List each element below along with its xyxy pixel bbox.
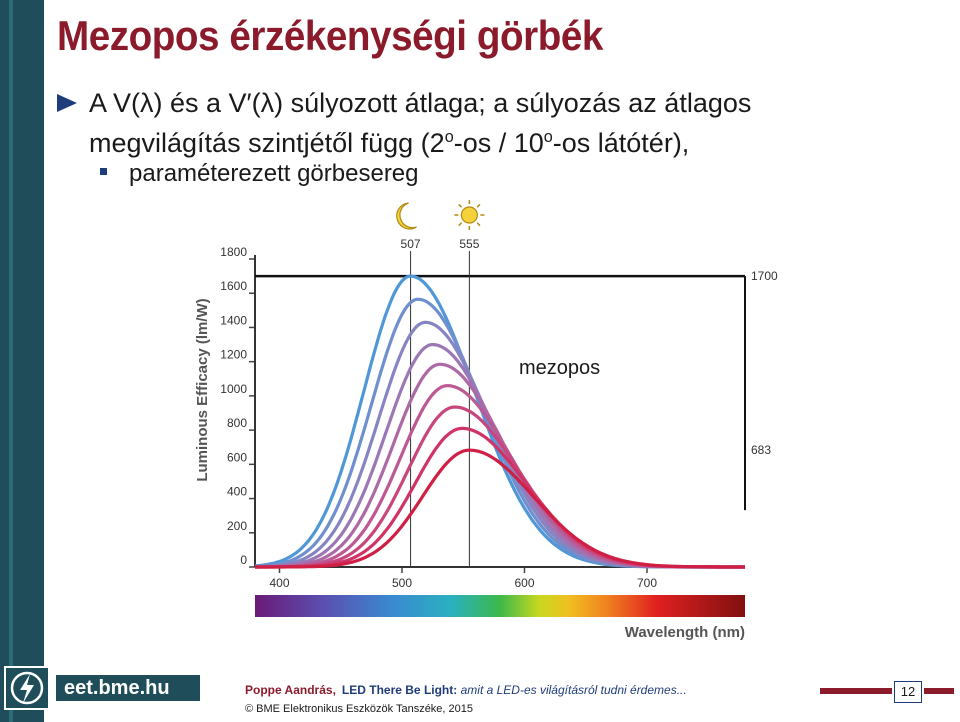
page-bar-right — [924, 688, 954, 694]
x-tick-label: 700 — [637, 576, 657, 590]
left-accent-bar — [0, 0, 44, 722]
bullet-sub: paraméterezett görbesereg — [100, 160, 419, 188]
arrow-bullet-icon — [57, 94, 77, 112]
sun-ray — [476, 203, 481, 208]
footer-author: Poppe Aandrás, — [245, 683, 336, 697]
chart: 0 200 400 600 800 1000 1200 1400 1600 1800 400 500 6… — [185, 195, 785, 650]
y-tick-label: 1800 — [220, 245, 247, 259]
annotation-mezopos: mezopos — [519, 357, 600, 379]
logo-text: eet.bme.hu — [56, 675, 200, 701]
x-tick-label: 600 — [514, 576, 534, 590]
sun-icon — [454, 200, 485, 230]
y-tick-label: 0 — [240, 553, 247, 567]
footer-line-1: Poppe Aandrás, LED There Be Light: amit a… — [245, 683, 687, 697]
y-tick-label: 1400 — [220, 313, 247, 327]
peak-marker-label: 507 — [401, 237, 421, 251]
curve-series-7 — [255, 426, 745, 569]
page-number: 12 — [894, 681, 922, 703]
x-tick-label: 400 — [269, 576, 289, 590]
lightning-logo-icon — [4, 666, 50, 710]
peak-marker-label: 555 — [459, 237, 479, 251]
y-tick-label: 600 — [227, 450, 247, 464]
x-tick-label: 500 — [392, 576, 412, 590]
curve-series-8 — [255, 448, 745, 569]
square-bullet-icon — [100, 168, 107, 176]
reference-label: 683 — [751, 443, 771, 457]
luminous-efficacy-chart: 0 200 400 600 800 1000 1200 1400 1600 1800 400 500 6… — [194, 200, 778, 641]
slide-title: Mezopos érzékenységi görbék — [57, 12, 603, 59]
bullet-main: A V(λ) és a V′(λ) súlyozott átlaga; a sú… — [57, 86, 897, 160]
y-tick-label: 1600 — [220, 279, 247, 293]
y-tick-label: 1000 — [220, 382, 247, 396]
sun-ray — [458, 222, 463, 227]
sun-ray — [458, 203, 463, 208]
y-tick-label: 800 — [227, 416, 247, 430]
annotation-box — [507, 345, 617, 381]
footer-course: LED There Be Light: — [341, 683, 458, 697]
footer-logo[interactable]: eet.bme.hu — [0, 666, 200, 710]
footer-copyright: © BME Elektronikus Eszközök Tanszéke, 20… — [245, 703, 474, 715]
reference-label: 1700 — [751, 269, 778, 283]
footer-subtitle: amit a LED-es világításról tudni érdemes… — [460, 683, 687, 697]
curve-series-1 — [254, 297, 745, 569]
bullet-line-1: A V(λ) és a V′(λ) súlyozott átlaga; a sú… — [89, 88, 752, 118]
y-tick-label: 400 — [227, 485, 247, 499]
y-axis-label: Luminous Efficacy (lm/W) — [194, 298, 211, 481]
y-tick-label: 1200 — [220, 348, 247, 362]
sun-ray — [476, 222, 481, 227]
bullet-sub-text: paraméterezett görbesereg — [129, 160, 419, 187]
sun-disc — [460, 206, 478, 224]
curve-series-6 — [255, 405, 745, 569]
moon-icon — [396, 202, 417, 230]
page-bar-left — [820, 688, 892, 694]
bullet-line-2: megvilágítás szintjétől függ (2o-os / 10… — [89, 128, 690, 158]
y-tick-label: 200 — [227, 519, 247, 533]
spectrum-bar — [255, 595, 745, 617]
x-axis-label: Wavelength (nm) — [625, 624, 745, 641]
